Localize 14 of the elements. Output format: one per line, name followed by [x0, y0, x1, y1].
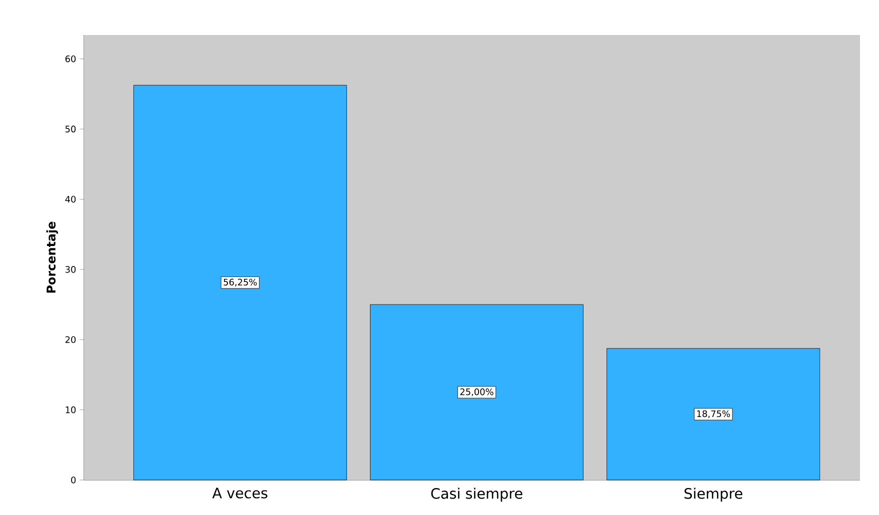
x-tick-label: Casi siempre: [431, 488, 522, 502]
x-tick-label: Siempre: [684, 488, 742, 502]
y-tick-label: 0: [71, 476, 76, 484]
data-label: 56,25%: [224, 278, 257, 286]
y-tick-label: 50: [66, 126, 76, 132]
y-axis-title: Porcentaje: [46, 222, 58, 293]
y-tick-label: 40: [65, 196, 76, 203]
y-tick-label: 10: [66, 406, 76, 414]
y-tick-label: 30: [66, 266, 76, 273]
data-label: 25,00%: [460, 388, 494, 396]
x-tick-label: A veces: [212, 488, 268, 498]
y-tick-label: 60: [65, 55, 76, 62]
data-label: 18,75%: [697, 410, 730, 418]
y-tick-label: 20: [65, 336, 76, 344]
